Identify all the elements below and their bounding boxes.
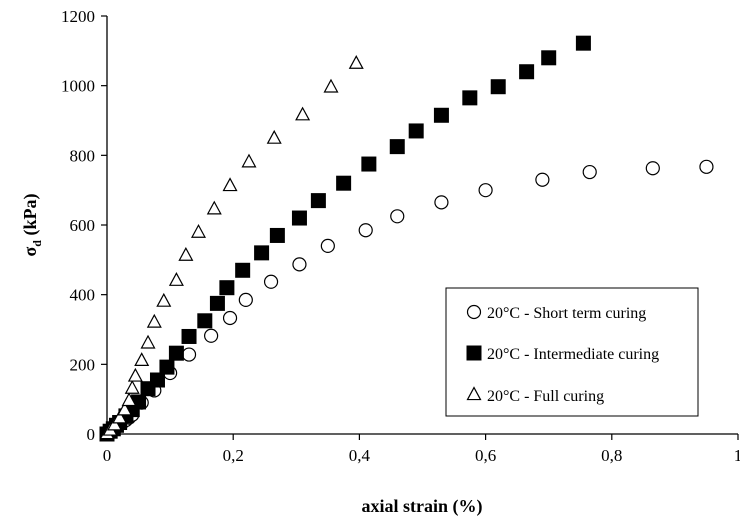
- legend-item: 20°C - Short term curing: [466, 304, 646, 322]
- data-point: [107, 416, 123, 431]
- data-point: [408, 123, 424, 139]
- data-point: [222, 177, 238, 192]
- data-point: [156, 292, 172, 307]
- data-point: [219, 280, 235, 296]
- data-point: [390, 209, 405, 224]
- data-point: [117, 401, 133, 416]
- data-point: [478, 183, 493, 198]
- data-point: [209, 295, 225, 311]
- series-3: [99, 55, 364, 440]
- legend-marker: [466, 386, 482, 401]
- x-ticks: 0 0,2 0,4 0,6 0,8 1: [103, 434, 740, 465]
- data-point: [168, 345, 184, 361]
- data-point: [490, 79, 506, 95]
- data-point: [178, 246, 194, 261]
- data-point: [146, 313, 162, 328]
- data-point: [190, 223, 207, 238]
- data-point: [124, 380, 140, 394]
- data-point: [254, 245, 270, 261]
- data-point: [127, 367, 143, 382]
- data-point: [291, 210, 307, 226]
- legend-marker: [466, 304, 482, 320]
- y-tick-label: 400: [70, 286, 96, 305]
- legend-label: 20°C - Intermediate curing: [487, 346, 659, 363]
- data-point: [336, 175, 352, 191]
- plot-area: 0 0,2 0,4 0,6 0,8 1 0 200 400 600 800 1000 1200: [61, 7, 740, 465]
- y-tick-label: 1000: [61, 77, 95, 96]
- legend-items: 20°C - Short term curing 20°C - Intermedi…: [466, 304, 659, 405]
- x-tick-label: 0,8: [601, 446, 622, 465]
- data-point: [168, 272, 184, 286]
- data-point: [295, 106, 311, 121]
- data-point: [361, 156, 377, 172]
- y-tick-label: 600: [70, 216, 96, 235]
- data-point: [238, 292, 253, 307]
- y-axis-title-subscript: d: [30, 240, 44, 247]
- x-tick-label: 0,2: [223, 446, 244, 465]
- data-point: [541, 50, 557, 66]
- data-point: [134, 352, 150, 367]
- legend-marker: [466, 345, 482, 361]
- data-point: [575, 35, 591, 51]
- data-point: [434, 195, 449, 210]
- data-point: [582, 164, 597, 180]
- data-point: [204, 328, 219, 343]
- data-point: [269, 227, 285, 243]
- data-point: [266, 129, 282, 144]
- data-point: [159, 359, 175, 375]
- y-tick-label: 200: [70, 355, 96, 374]
- x-axis-title: axial strain (%): [362, 496, 483, 517]
- data-point: [121, 392, 137, 407]
- data-point: [462, 90, 478, 106]
- data-point: [206, 200, 222, 215]
- data-point: [149, 372, 165, 388]
- y-axis-title-unit: (kPa): [20, 194, 41, 241]
- y-axis-title: σd (kPa): [20, 194, 44, 257]
- data-point: [181, 328, 197, 344]
- data-point: [645, 161, 660, 176]
- y-ticks: 0 200 400 600 800 1000 1200: [61, 7, 107, 444]
- data-point: [519, 64, 535, 80]
- data-point: [348, 55, 364, 69]
- data-point: [320, 238, 335, 253]
- data-point: [222, 310, 238, 326]
- y-axis-title-sigma: σ: [20, 246, 40, 256]
- data-point: [358, 223, 373, 238]
- data-point: [181, 347, 197, 362]
- data-point: [699, 159, 714, 174]
- data-point: [235, 262, 251, 278]
- data-point: [310, 193, 326, 209]
- y-tick-label: 0: [87, 425, 96, 444]
- y-tick-label: 800: [70, 146, 96, 165]
- legend-box: [445, 287, 699, 417]
- legend: 20°C - Short term curing 20°C - Intermedi…: [445, 287, 699, 417]
- data-point: [535, 172, 550, 187]
- x-tick-label: 0,4: [349, 446, 371, 465]
- data-point: [197, 313, 213, 329]
- y-tick-label: 1200: [61, 7, 95, 26]
- data-point: [323, 78, 339, 93]
- legend-item: 20°C - Intermediate curing: [466, 345, 659, 363]
- data-marks: [99, 35, 714, 442]
- legend-item: 20°C - Full curing: [466, 386, 604, 405]
- data-point: [263, 274, 279, 289]
- data-point: [389, 139, 405, 155]
- x-tick-label: 1: [734, 446, 740, 465]
- data-point: [241, 153, 257, 168]
- legend-label: 20°C - Full curing: [487, 388, 604, 405]
- legend-label: 20°C - Short term curing: [487, 305, 646, 322]
- x-tick-label: 0,6: [475, 446, 496, 465]
- data-point: [140, 334, 156, 349]
- data-point: [112, 409, 128, 424]
- x-tick-label: 0: [103, 446, 112, 465]
- data-point: [433, 107, 449, 123]
- data-point: [292, 257, 307, 272]
